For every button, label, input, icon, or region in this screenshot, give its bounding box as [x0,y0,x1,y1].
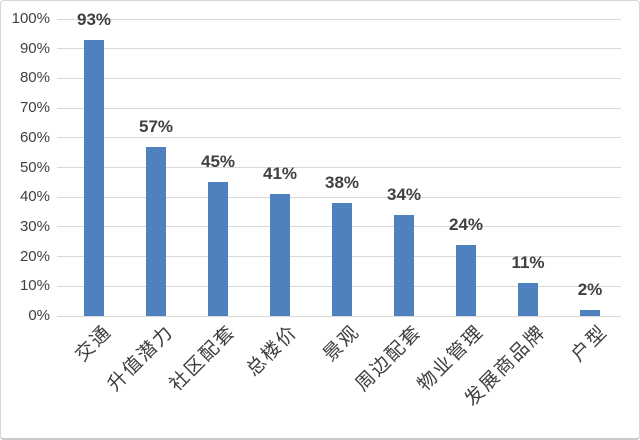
y-axis-tick-label: 30% [19,217,50,235]
x-axis-category-label: 周边配套 [351,321,427,396]
bar-value-label: 2% [577,280,603,300]
bar [580,310,600,316]
bar [394,215,414,316]
bar [332,203,352,316]
bar-value-label: 41% [262,164,298,184]
y-axis-tick-label: 100% [11,10,50,27]
y-axis-tick-label: 70% [19,99,50,117]
x-axis-category-label: 社区配套 [165,321,241,396]
y-axis-tick-label: 10% [19,277,50,295]
bar-value-label: 34% [386,185,422,205]
y-axis-tick-label: 80% [19,69,50,87]
bar [270,194,290,316]
bar-value-label: 93% [76,9,112,29]
bar-value-label: 57% [138,116,174,136]
bar [146,146,166,316]
gridline [57,18,621,20]
bar-value-label: 38% [324,173,360,193]
y-axis-tick-label: 0% [28,307,50,324]
x-axis-category-label: 总楼价 [242,321,303,381]
gridline [57,77,621,79]
bar [84,39,104,316]
bar [208,182,228,316]
x-axis-category-label: 户型 [567,321,613,366]
x-axis-category-label: 交通 [71,321,117,366]
y-axis-tick-label: 90% [19,39,50,57]
gridline [57,196,621,198]
bar-value-label: 11% [511,253,545,273]
y-axis-tick-label: 20% [19,247,50,265]
y-axis-tick-label: 50% [19,158,50,176]
gridline [57,137,621,139]
bar-value-label: 24% [448,214,484,234]
x-axis-category-label: 景观 [319,321,365,366]
gridline [57,48,621,50]
gridline [57,167,621,168]
gridline [57,315,621,317]
gridline [57,107,621,109]
bar [518,283,538,316]
y-axis-tick-label: 40% [19,188,50,206]
x-axis-category-label: 升值潜力 [103,321,179,396]
bar [456,244,476,316]
bar-value-label: 45% [200,152,236,172]
y-axis-tick-label: 60% [19,128,50,146]
